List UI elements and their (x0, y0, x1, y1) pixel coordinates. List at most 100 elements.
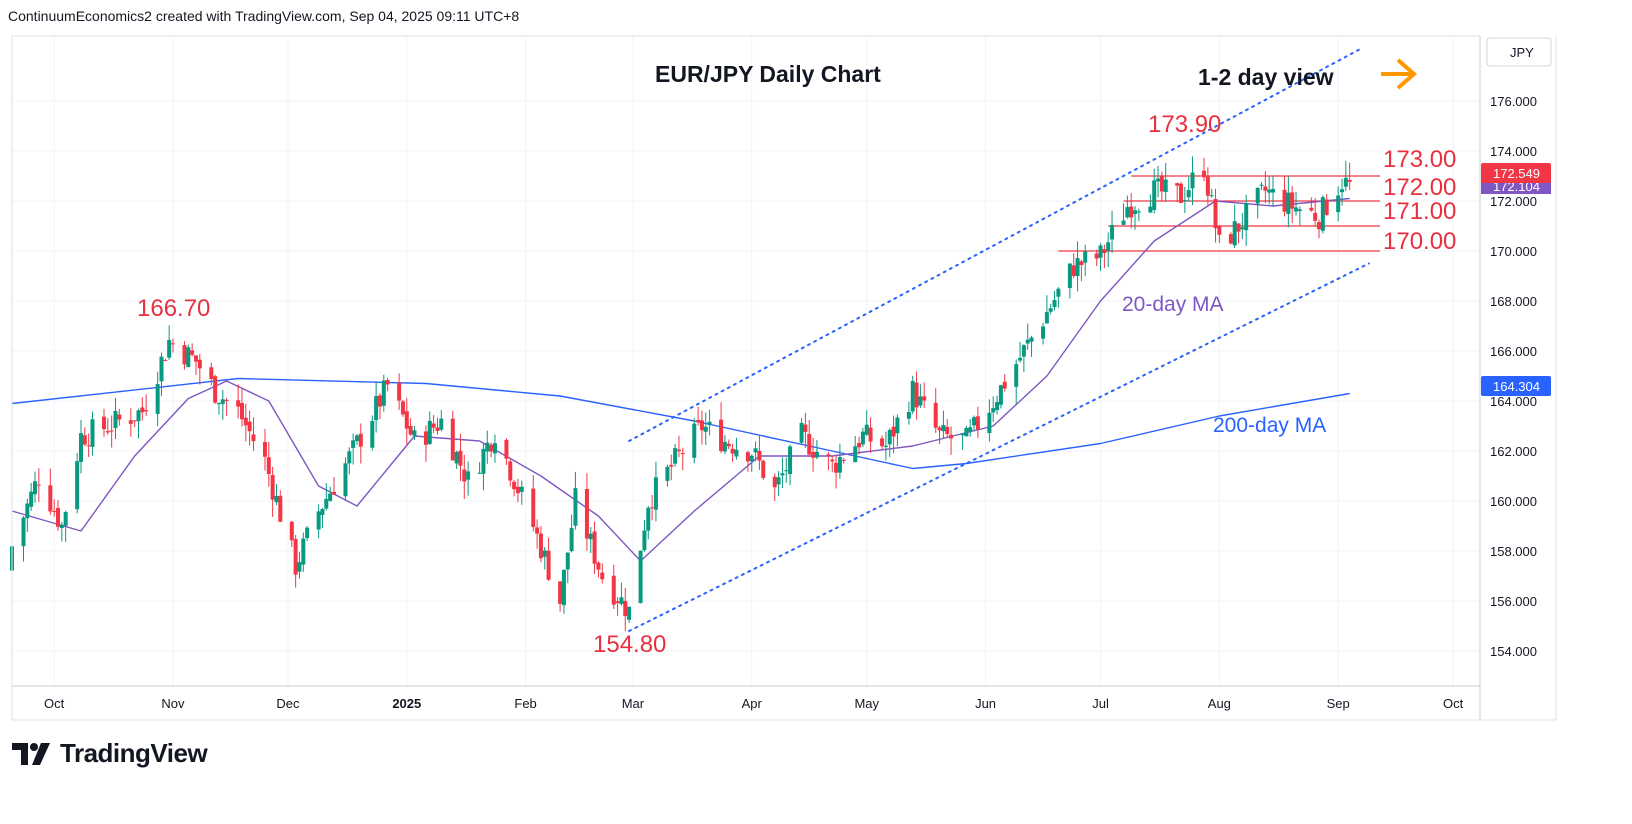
candle-body (167, 339, 172, 358)
candle (36, 468, 41, 502)
candle (1294, 191, 1299, 216)
candle-body (726, 443, 731, 447)
candle-body (584, 489, 589, 539)
candle (1121, 203, 1126, 226)
candle-body (412, 430, 417, 436)
candle-body (454, 451, 459, 464)
price-tick-label: 164.000 (1490, 394, 1537, 409)
candle-body (535, 527, 540, 534)
candle (565, 552, 570, 584)
candle-body (650, 507, 655, 509)
candle-body (305, 527, 310, 539)
candle-body (772, 476, 777, 488)
currency-badge[interactable] (1486, 37, 1552, 67)
candle (278, 490, 283, 523)
candle-body (381, 380, 386, 406)
candle-body (991, 408, 996, 413)
tradingview-logo[interactable]: TradingView (12, 738, 208, 769)
candle (197, 353, 202, 385)
candle-body (1317, 222, 1322, 230)
candle (1259, 182, 1264, 191)
candle-body (1052, 299, 1057, 308)
time-tick-label: Jun (975, 696, 996, 711)
candle (1228, 232, 1233, 245)
candle (1002, 374, 1007, 392)
candle-body (623, 600, 628, 617)
candle (814, 439, 819, 460)
candle (880, 435, 885, 450)
candle-body (964, 427, 969, 437)
candle-body (182, 345, 187, 365)
candle-body (722, 441, 727, 452)
candle (374, 382, 379, 433)
candle (423, 425, 428, 462)
candle (404, 398, 409, 445)
candle (987, 399, 992, 442)
candle-body (1048, 308, 1053, 312)
candle-body (1098, 245, 1103, 258)
candle-body (987, 412, 992, 434)
candle-body (941, 425, 946, 432)
candle-body (592, 531, 597, 564)
candle-body (159, 356, 164, 382)
candle-body (316, 511, 321, 530)
candle (1290, 185, 1295, 224)
price-tick-label: 172.000 (1490, 194, 1537, 209)
chart-title: EUR/JPY Daily Chart (655, 61, 881, 87)
time-tick-label: Jul (1092, 696, 1109, 711)
candle-body (960, 433, 965, 436)
candle-body (937, 427, 942, 431)
candle (132, 420, 137, 428)
candle (458, 433, 463, 482)
candle-body (546, 550, 551, 580)
candle-body (895, 417, 900, 434)
candle-body (128, 420, 133, 424)
candle (1044, 295, 1049, 324)
candle (730, 443, 735, 463)
candle-body (883, 445, 888, 447)
candle-body (673, 448, 678, 464)
candle (1282, 175, 1287, 217)
candle-body (638, 550, 643, 604)
candle-body (1202, 170, 1207, 178)
candle-body (1136, 211, 1141, 213)
candle-body (1271, 188, 1276, 193)
candle (991, 396, 996, 422)
candle (239, 387, 244, 427)
candle (653, 461, 658, 522)
candle-body (374, 396, 379, 421)
currency-label: JPY (1510, 45, 1534, 60)
candle-body (512, 481, 517, 490)
candle (941, 410, 946, 439)
candle (834, 455, 839, 489)
candle-body (243, 417, 248, 426)
ma200-line (11, 377, 1350, 470)
candle-body (331, 491, 336, 495)
label-high-2025: 173.90 (1148, 111, 1221, 138)
candle-body (75, 461, 80, 510)
candle (462, 454, 467, 499)
candle (1106, 232, 1111, 267)
candle (182, 341, 187, 370)
price-axis[interactable]: 154.000 156.000 158.000 160.000 162.000 164.0… (1490, 94, 1537, 659)
candle-body (1213, 198, 1218, 229)
time-axis[interactable]: Oct Nov Dec 2025 Feb Mar Apr May Jun Jul Aug Sep Oct (44, 696, 1464, 711)
candle-body (680, 453, 685, 455)
candle (864, 410, 869, 436)
candle-body (646, 507, 651, 531)
candle-body (1021, 345, 1026, 357)
candle (32, 471, 37, 503)
candle (891, 415, 896, 454)
candle (489, 442, 494, 458)
candle-body (1186, 190, 1191, 198)
candle (1018, 341, 1023, 363)
candle (995, 395, 1000, 415)
candle (569, 514, 574, 553)
candle-body (703, 426, 708, 432)
price-tick-label: 166.000 (1490, 344, 1537, 359)
candle (1056, 287, 1061, 308)
candle-body (59, 524, 64, 529)
candle-body (247, 421, 252, 432)
price-tick-label: 174.000 (1490, 144, 1537, 159)
